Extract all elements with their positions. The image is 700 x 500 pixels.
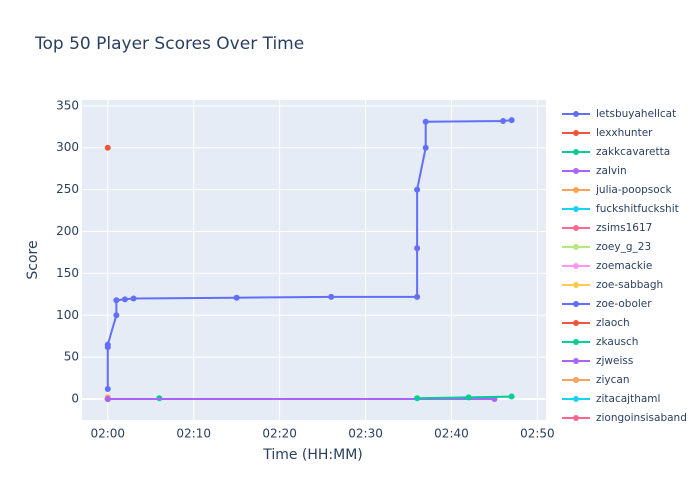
x-axis-title: Time (HH:MM) (262, 447, 363, 463)
legend-marker (573, 149, 579, 155)
legend-label: zoe-oboler (596, 298, 652, 310)
legend-marker (573, 168, 579, 174)
legend-item: zakkcavaretta (562, 146, 670, 158)
legend-label: fuckshitfuckshit (596, 203, 679, 215)
legend-item: zsims1617 (562, 222, 652, 234)
y-tick-label: 50 (64, 350, 79, 364)
legend-item: ziongoinsisaband (562, 412, 687, 424)
legend-marker (573, 415, 579, 421)
legend-marker (573, 339, 579, 345)
legend-marker (573, 263, 579, 269)
legend-label: zkausch (596, 336, 638, 348)
legend-label: ziycan (596, 374, 630, 386)
legend-item: zoey_g_23 (562, 241, 651, 253)
x-tick-label: 02:20 (262, 427, 297, 441)
y-axis-title: Score (25, 240, 41, 279)
data-point (508, 117, 515, 124)
x-tick-label: 02:10 (176, 427, 211, 441)
legend-item: zjweiss (562, 355, 633, 367)
data-point (414, 293, 421, 300)
y-tick-label: 300 (56, 140, 79, 154)
legend-marker (573, 301, 579, 307)
data-point (422, 118, 429, 125)
y-tick-label: 200 (56, 224, 79, 238)
legend-label: zsims1617 (596, 222, 652, 234)
data-point (233, 294, 240, 301)
legend-marker (573, 396, 579, 402)
legend-item: zkausch (562, 336, 638, 348)
legend-label: zoey_g_23 (596, 241, 651, 253)
legend-label: julia-poopsock (595, 184, 672, 196)
data-point (465, 394, 472, 401)
legend-item: zoe-oboler (562, 298, 652, 310)
data-point (414, 245, 421, 252)
data-point (414, 186, 421, 193)
x-tick-label: 02:30 (348, 427, 383, 441)
y-tick-label: 250 (56, 182, 79, 196)
chart-title: Top 50 Player Scores Over Time (34, 34, 304, 54)
legend-marker (573, 206, 579, 212)
legend-item: ziycan (562, 374, 630, 386)
data-point (508, 393, 515, 400)
data-point (500, 117, 507, 124)
legend-marker (573, 187, 579, 193)
legend-label: zlaoch (596, 317, 630, 329)
data-point (113, 297, 120, 304)
data-point (113, 312, 120, 319)
legend-item: lexxhunter (562, 127, 653, 139)
legend-marker (573, 244, 579, 250)
y-tick-label: 350 (56, 98, 79, 112)
legend-item: letsbuyahellcat (562, 108, 676, 120)
legend-label: zitacajthaml (596, 393, 660, 405)
data-point (130, 295, 137, 302)
legend-label: zoemackie (596, 260, 652, 272)
data-point (104, 386, 111, 393)
data-point (414, 395, 421, 402)
x-tick-label: 02:50 (520, 427, 555, 441)
x-tick-label: 02:00 (90, 427, 125, 441)
legend-item: zoemackie (562, 260, 652, 272)
y-tick-label: 150 (56, 266, 79, 280)
x-tick-label: 02:40 (434, 427, 469, 441)
data-point (104, 144, 111, 151)
legend-label: letsbuyahellcat (596, 108, 676, 120)
legend-item: zoe-sabbagh (562, 279, 663, 291)
legend-label: zalvin (596, 165, 627, 177)
legend-item: zlaoch (562, 317, 630, 329)
legend-marker (573, 130, 579, 136)
legend-label: zakkcavaretta (596, 146, 670, 158)
legend-item: fuckshitfuckshit (562, 203, 679, 215)
plot-area (82, 100, 546, 420)
legend-marker (573, 111, 579, 117)
legend-marker (573, 282, 579, 288)
data-point (121, 296, 128, 303)
data-point (104, 341, 111, 348)
legend-label: ziongoinsisaband (596, 412, 687, 424)
data-point (104, 396, 111, 403)
legend-item: zitacajthaml (562, 393, 660, 405)
legend-label: lexxhunter (596, 127, 653, 139)
y-tick-label: 0 (71, 392, 79, 406)
legend-marker (573, 358, 579, 364)
legend-marker (573, 320, 579, 326)
legend-label: zoe-sabbagh (596, 279, 663, 291)
series-line (106, 119, 512, 390)
legend-item: julia-poopsock (562, 184, 672, 196)
legend-item: zalvin (562, 165, 627, 177)
data-point (328, 293, 335, 300)
legend-marker (573, 377, 579, 383)
legend-label: zjweiss (596, 355, 633, 367)
legend-marker (573, 225, 579, 231)
data-point (422, 144, 429, 151)
y-tick-label: 100 (56, 308, 79, 322)
